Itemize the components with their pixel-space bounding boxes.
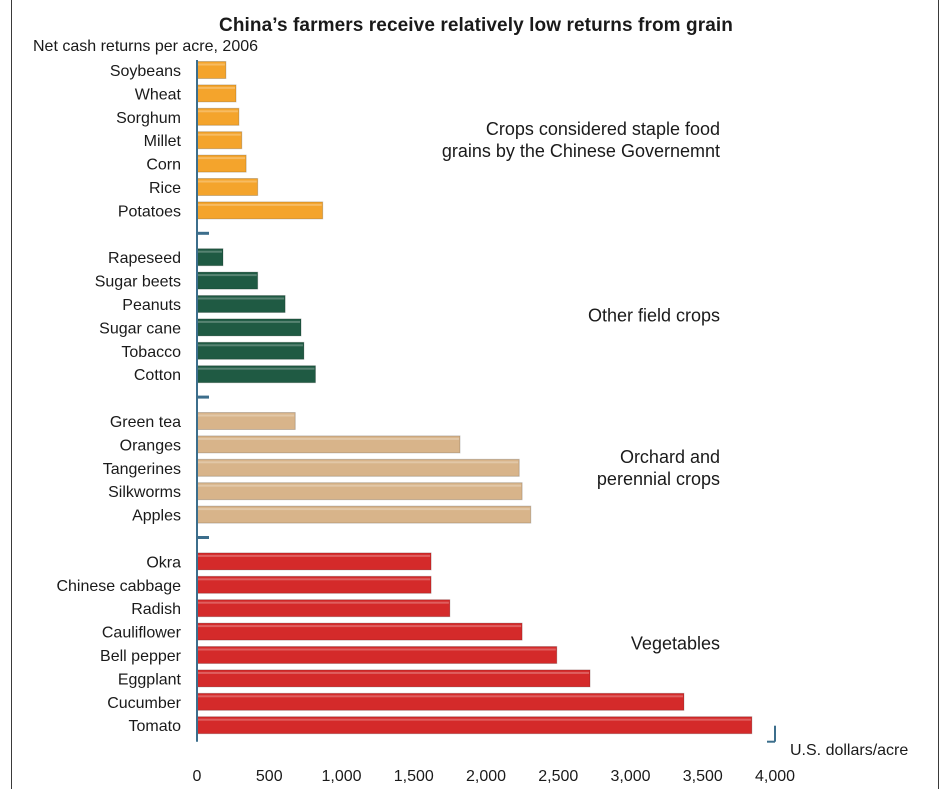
x-tick-label-1: 500 (256, 768, 283, 785)
x-tick-label-5: 2,500 (538, 768, 578, 785)
bar-highlight-green-tea (198, 414, 295, 417)
category-label-bell-pepper: Bell pepper (100, 648, 182, 665)
category-label-cauliflower: Cauliflower (102, 625, 182, 642)
chart-subtitle: Net cash returns per acre, 2006 (33, 38, 259, 55)
x-tick-label-4: 2,000 (466, 768, 506, 785)
category-label-corn: Corn (146, 157, 181, 174)
category-label-cotton: Cotton (134, 367, 181, 384)
category-label-rice: Rice (149, 180, 181, 197)
bar-highlight-tomato (198, 718, 751, 721)
category-label-peanuts: Peanuts (122, 297, 181, 314)
bar-highlight-sugar-cane (198, 320, 301, 323)
category-label-tangerines: Tangerines (103, 461, 181, 478)
bar-highlight-radish (198, 601, 449, 604)
category-label-tomato: Tomato (129, 718, 182, 735)
chart-title: China’s farmers receive relatively low r… (219, 15, 733, 36)
x-tick-label-0: 0 (193, 768, 202, 785)
bar-highlight-oranges (198, 437, 459, 440)
bar-highlight-cauliflower (198, 625, 522, 628)
bar-highlight-peanuts (198, 297, 285, 300)
category-label-potatoes: Potatoes (118, 203, 181, 220)
category-label-radish: Radish (131, 601, 181, 618)
category-label-millet: Millet (144, 133, 182, 150)
bar-highlight-tangerines (198, 461, 519, 464)
x-tick-label-3: 1,500 (394, 768, 434, 785)
bar-highlight-rapeseed (198, 250, 223, 253)
x-tick-label-6: 3,000 (610, 768, 650, 785)
bar-highlight-sugar-beets (198, 274, 257, 277)
category-label-sugar-beets: Sugar beets (95, 274, 181, 291)
group-separator-2 (197, 536, 209, 539)
bar-highlight-eggplant (198, 671, 590, 674)
bar-highlight-corn (198, 157, 246, 160)
bar-highlight-bell-pepper (198, 648, 556, 651)
bar-highlight-tobacco (198, 344, 303, 347)
category-label-green-tea: Green tea (110, 414, 181, 431)
category-label-wheat: Wheat (135, 86, 182, 103)
bar-highlight-millet (198, 133, 241, 136)
frame-left-border (11, 0, 12, 789)
x-tick-label-2: 1,000 (321, 768, 361, 785)
x-axis-unit-label: U.S. dollars/acre (790, 742, 909, 759)
group-label-0-line-0: Crops considered staple food (486, 119, 720, 139)
bar-highlight-silkworms (198, 484, 522, 487)
frame-right-border (938, 0, 939, 789)
category-label-cucumber: Cucumber (107, 695, 181, 712)
bar-highlight-sorghum (198, 110, 238, 113)
category-label-oranges: Oranges (120, 437, 181, 454)
group-label-1-line-0: Other field crops (588, 306, 720, 326)
category-label-apples: Apples (132, 508, 181, 525)
category-label-tobacco: Tobacco (121, 344, 181, 361)
group-label-0-line-1: grains by the Chinese Governemnt (442, 141, 720, 161)
category-label-silkworms: Silkworms (108, 484, 181, 501)
category-label-sugar-cane: Sugar cane (99, 320, 181, 337)
bar-highlight-cucumber (198, 695, 683, 698)
category-label-sorghum: Sorghum (116, 110, 181, 127)
bar-highlight-chinese-cabbage (198, 578, 431, 581)
bar-highlight-rice (198, 180, 257, 183)
category-label-okra: Okra (146, 554, 181, 571)
group-separator-0 (197, 231, 209, 235)
group-separator-1 (197, 395, 209, 399)
bar-highlight-potatoes (198, 203, 322, 206)
group-label-2-line-0: Orchard and (620, 447, 720, 467)
x-tick-label-8: 4,000 (755, 768, 795, 785)
category-label-soybeans: Soybeans (110, 63, 181, 80)
bar-highlight-soybeans (198, 63, 225, 66)
bar-highlight-okra (198, 554, 431, 557)
group-label-2-line-1: perennial crops (597, 469, 720, 489)
category-label-rapeseed: Rapeseed (108, 250, 181, 267)
x-tick-label-7: 3,500 (683, 768, 723, 785)
bar-highlight-apples (198, 508, 530, 511)
category-label-chinese-cabbage: Chinese cabbage (56, 578, 181, 595)
category-label-eggplant: Eggplant (118, 671, 182, 688)
group-label-3-line-0: Vegetables (631, 633, 720, 653)
bar-highlight-cotton (198, 367, 315, 370)
bar-highlight-wheat (198, 86, 236, 89)
